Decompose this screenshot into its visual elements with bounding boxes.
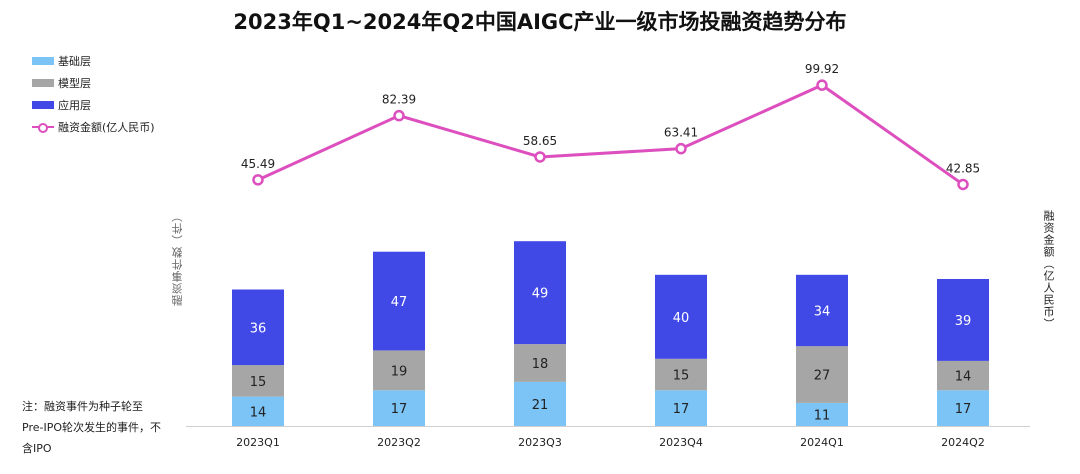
bar-model-2024Q2 bbox=[937, 360, 989, 391]
x-tick-2023Q3: 2023Q3 bbox=[518, 436, 562, 449]
bar-foundation-2023Q4 bbox=[655, 390, 707, 426]
bar-model-2023Q2 bbox=[373, 350, 425, 391]
bar-model-2024Q1 bbox=[796, 346, 848, 403]
bar-label-model-2024Q1: 27 bbox=[814, 369, 831, 384]
funding-label-2023Q1: 45.49 bbox=[241, 157, 275, 171]
legend-swatch-application bbox=[32, 101, 54, 109]
bar-label-application-2023Q1: 36 bbox=[250, 321, 267, 336]
footnote: 注：融资事件为种子轮至Pre-IPO轮次发生的事件，不含IPO bbox=[22, 400, 161, 455]
funding-label-2024Q2: 42.85 bbox=[946, 161, 980, 175]
bar-label-model-2023Q2: 19 bbox=[391, 364, 408, 379]
legend-swatch-funding-line bbox=[32, 122, 54, 133]
bar-foundation-2023Q1 bbox=[232, 396, 284, 426]
bar-label-model-2024Q2: 14 bbox=[955, 370, 972, 385]
bar-application-2023Q2 bbox=[373, 251, 425, 351]
bar-label-foundation-2024Q1: 11 bbox=[814, 408, 831, 423]
legend-swatch-foundation bbox=[32, 57, 54, 65]
x-tick-2023Q1: 2023Q1 bbox=[236, 436, 280, 449]
bar-application-2024Q1 bbox=[796, 274, 848, 347]
bar-label-foundation-2023Q1: 14 bbox=[250, 405, 267, 420]
bar-model-2023Q1 bbox=[232, 365, 284, 397]
legend-item-foundation: 基础层 bbox=[32, 50, 155, 72]
bar-label-application-2023Q4: 40 bbox=[673, 311, 690, 326]
funding-point-2023Q2 bbox=[393, 109, 405, 122]
bar-label-application-2024Q1: 34 bbox=[814, 305, 831, 320]
bar-label-model-2023Q3: 18 bbox=[532, 357, 549, 372]
funding-point-2023Q3 bbox=[534, 151, 546, 163]
bar-foundation-2023Q3 bbox=[514, 381, 566, 426]
bar-application-2023Q1 bbox=[232, 289, 284, 366]
legend-swatch-model bbox=[32, 79, 54, 87]
funding-label-2024Q1: 99.92 bbox=[805, 62, 839, 76]
bar-label-application-2023Q2: 47 bbox=[391, 295, 408, 310]
bar-label-foundation-2023Q4: 17 bbox=[673, 402, 690, 417]
funding-point-2024Q1 bbox=[816, 79, 828, 91]
legend-item-funding-amount: 融资金额(亿人民币) bbox=[32, 116, 155, 138]
bar-model-2023Q4 bbox=[655, 358, 707, 391]
legend-label-funding-amount: 融资金额(亿人民币) bbox=[58, 121, 155, 134]
legend-label-model: 模型层 bbox=[58, 77, 91, 90]
bar-model-2023Q3 bbox=[514, 344, 566, 382]
bar-label-model-2023Q4: 15 bbox=[673, 369, 690, 384]
bar-foundation-2024Q1 bbox=[796, 402, 848, 426]
funding-label-2023Q2: 82.39 bbox=[382, 93, 416, 107]
legend-item-model: 模型层 bbox=[32, 72, 155, 94]
bar-foundation-2023Q2 bbox=[373, 390, 425, 426]
funding-label-2023Q3: 58.65 bbox=[523, 134, 557, 148]
x-tick-2023Q4: 2023Q4 bbox=[659, 436, 703, 449]
bar-foundation-2024Q2 bbox=[937, 390, 989, 426]
x-tick-2024Q2: 2024Q2 bbox=[941, 436, 985, 449]
chart-title: 2023年Q1~2024年Q2中国AIGC产业一级市场投融资趋势分布 bbox=[233, 10, 847, 34]
funding-point-2024Q2 bbox=[957, 178, 969, 191]
bar-label-foundation-2024Q2: 17 bbox=[955, 402, 972, 417]
bar-label-foundation-2023Q3: 21 bbox=[532, 398, 549, 413]
bar-label-foundation-2023Q2: 17 bbox=[391, 402, 408, 417]
funding-point-2023Q1 bbox=[252, 174, 264, 186]
legend-label-application: 应用层 bbox=[58, 99, 91, 112]
bar-application-2023Q3 bbox=[514, 241, 566, 345]
funding-label-2023Q4: 63.41 bbox=[664, 126, 698, 140]
bar-application-2023Q4 bbox=[655, 274, 707, 359]
bar-label-application-2023Q3: 49 bbox=[532, 287, 549, 302]
bar-label-application-2024Q2: 39 bbox=[955, 314, 972, 329]
legend: 基础层 模型层 应用层 融资金额(亿人民币) bbox=[32, 50, 155, 138]
y-axis-right-label: 融资金额（亿人民币） bbox=[1042, 210, 1055, 330]
bar-label-model-2023Q1: 15 bbox=[250, 375, 267, 390]
bar-application-2024Q2 bbox=[937, 279, 989, 361]
x-tick-2023Q2: 2023Q2 bbox=[377, 436, 421, 449]
legend-item-application: 应用层 bbox=[32, 94, 155, 116]
legend-label-foundation: 基础层 bbox=[58, 55, 91, 68]
x-tick-2024Q1: 2024Q1 bbox=[800, 436, 844, 449]
funding-point-2023Q4 bbox=[675, 142, 687, 155]
funding-amount-line bbox=[257, 83, 964, 186]
